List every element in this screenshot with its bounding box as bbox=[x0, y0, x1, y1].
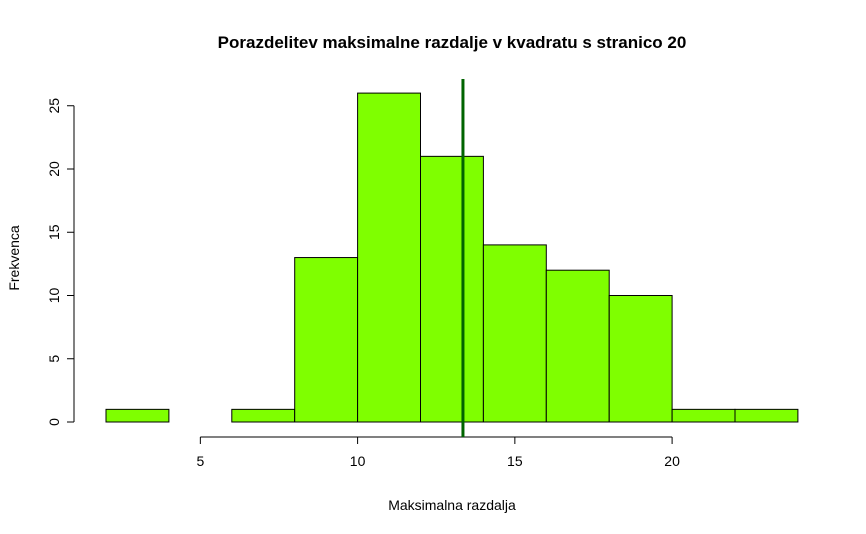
histogram-bar bbox=[357, 92, 422, 423]
y-tick-label: 5 bbox=[46, 355, 62, 363]
histogram-bar bbox=[420, 155, 484, 423]
bars-group bbox=[105, 92, 799, 423]
y-tick-label: 25 bbox=[46, 98, 62, 114]
histogram-bar bbox=[608, 295, 673, 423]
histogram-bar bbox=[734, 408, 799, 423]
histogram-bar bbox=[545, 269, 610, 423]
x-tick-label: 15 bbox=[507, 453, 523, 469]
x-tick-label: 5 bbox=[196, 453, 204, 469]
y-tick-label: 15 bbox=[46, 224, 62, 240]
x-axis: 5 10 15 20 bbox=[196, 436, 680, 469]
histogram-bar bbox=[671, 408, 736, 423]
y-axis: 0 5 10 15 20 25 bbox=[46, 98, 75, 426]
histogram-bar bbox=[105, 408, 170, 423]
histogram-bar bbox=[482, 244, 547, 423]
x-axis-label: Maksimalna razdalja bbox=[388, 497, 516, 513]
y-tick-label: 0 bbox=[46, 418, 62, 426]
y-axis-label: Frekvenca bbox=[6, 225, 22, 291]
y-tick-label: 20 bbox=[46, 161, 62, 177]
y-tick-label: 10 bbox=[46, 288, 62, 304]
x-tick-label: 10 bbox=[350, 453, 366, 469]
histogram-bar bbox=[294, 257, 359, 423]
histogram-bar bbox=[231, 408, 296, 423]
chart-title: Porazdelitev maksimalne razdalje v kvadr… bbox=[218, 33, 687, 52]
x-tick-label: 20 bbox=[664, 453, 680, 469]
